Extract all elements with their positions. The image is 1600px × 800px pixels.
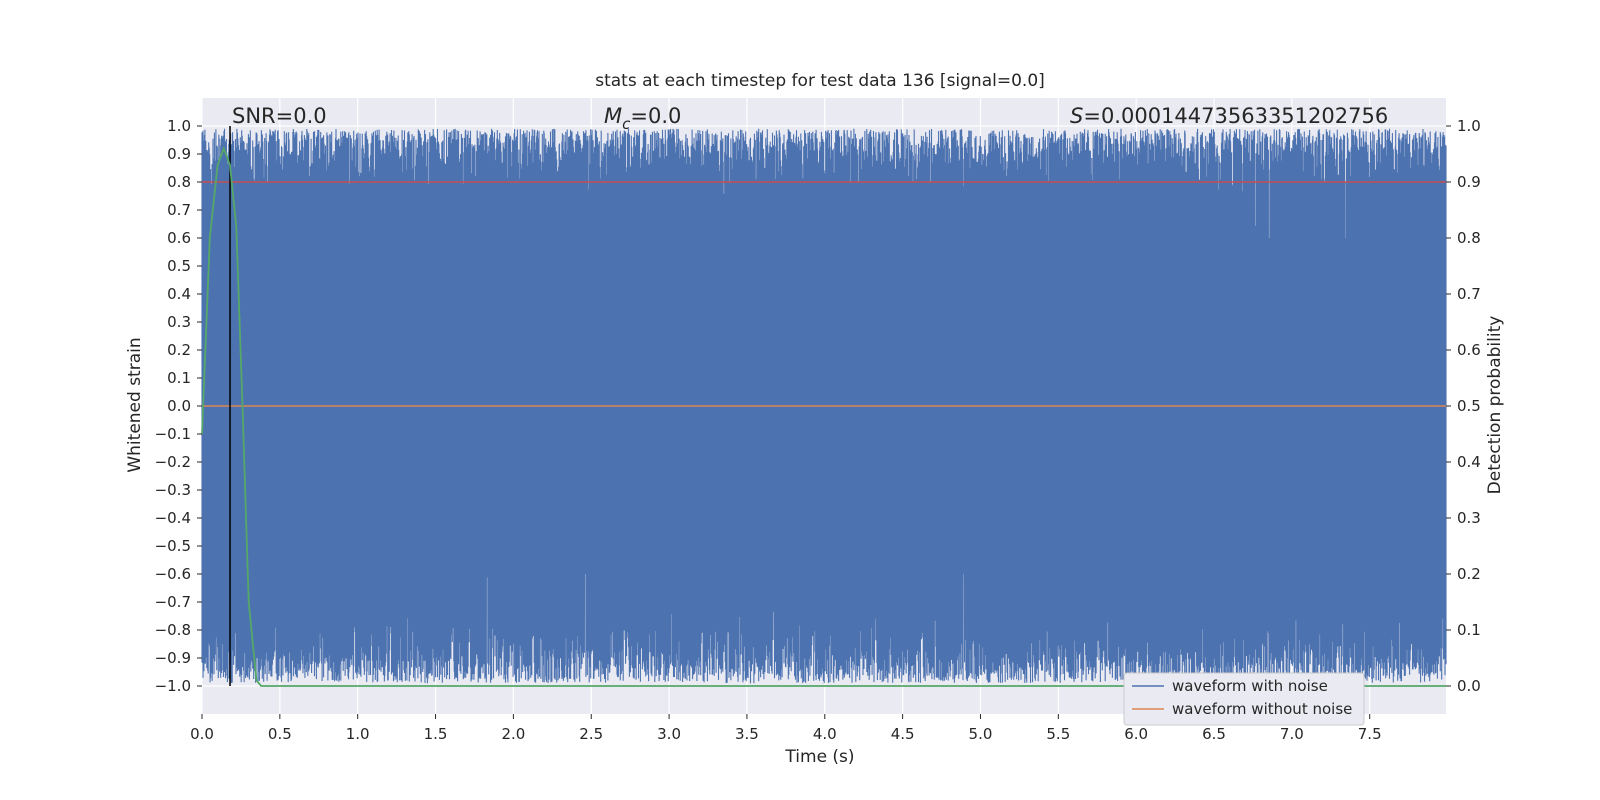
y2-tick-label: 1.0 [1457, 117, 1481, 135]
x-tick-label: 7.0 [1280, 725, 1304, 743]
y-tick-label: −1.0 [155, 677, 191, 695]
x-tick-label: 7.5 [1358, 725, 1382, 743]
legend: waveform with noise waveform without noi… [1123, 672, 1365, 726]
y-tick-label: 0.3 [167, 313, 191, 331]
y-tick-label: 0.0 [167, 397, 191, 415]
chart-title: stats at each timestep for test data 136… [595, 71, 1045, 91]
y-tick-label: 1.0 [167, 117, 191, 135]
x-tick-label: 1.0 [346, 725, 370, 743]
x-tick-label: 4.0 [813, 725, 837, 743]
x-tick-label: 6.5 [1202, 725, 1226, 743]
y2-tick-label: 0.5 [1457, 397, 1481, 415]
y-tick-label: 0.8 [167, 173, 191, 191]
y-tick-label: −0.7 [155, 593, 191, 611]
y-tick-label: 0.7 [167, 201, 191, 219]
mc-subscript: c [622, 115, 631, 133]
x-tick-label: 2.0 [501, 725, 525, 743]
legend-box [1123, 672, 1365, 726]
y2-tick-label: 0.6 [1457, 341, 1481, 359]
y-tick-label: 0.2 [167, 341, 191, 359]
y-tick-label: 0.5 [167, 257, 191, 275]
x-tick-label: 5.0 [969, 725, 993, 743]
y2-tick-label: 0.7 [1457, 285, 1481, 303]
x-tick-label: 4.5 [891, 725, 915, 743]
legend-label-noise: waveform with noise [1172, 677, 1328, 695]
x-tick-label: 5.5 [1046, 725, 1070, 743]
legend-label-clean: waveform without noise [1172, 700, 1352, 718]
s-value: =0.00014473563351202756 [1083, 104, 1388, 128]
mc-annotation: Mc=0.0 [604, 104, 681, 133]
y-tick-label: −0.2 [155, 453, 191, 471]
y-tick-label: −0.1 [155, 425, 191, 443]
y2-tick-label: 0.0 [1457, 677, 1481, 695]
y-tick-label: −0.3 [155, 481, 191, 499]
x-tick-label: 0.5 [268, 725, 292, 743]
s-symbol: S [1070, 104, 1083, 128]
y-tick-label: −0.8 [155, 621, 191, 639]
y2-tick-label: 0.2 [1457, 565, 1481, 583]
x-tick-label: 3.5 [735, 725, 759, 743]
snr-annotation: SNR=0.0 [232, 104, 327, 128]
mc-symbol: M [604, 104, 622, 128]
y2-axis-label: Detection probability [1485, 316, 1505, 495]
y2-tick-label: 0.8 [1457, 229, 1481, 247]
detection-probability-line [201, 145, 1446, 687]
x-tick-label: 6.0 [1124, 725, 1148, 743]
y-tick-label: 0.6 [167, 229, 191, 247]
x-tick-label: 1.5 [424, 725, 448, 743]
mc-value: =0.0 [630, 104, 681, 128]
x-tick-label: 3.0 [657, 725, 681, 743]
y-tick-label: −0.4 [155, 509, 191, 527]
y-tick-label: −0.5 [155, 537, 191, 555]
y-tick-label: 0.4 [167, 285, 191, 303]
s-annotation: S=0.00014473563351202756 [1070, 104, 1388, 128]
y-tick-label: 0.9 [167, 145, 191, 163]
series-waveform-with-noise [201, 128, 1447, 684]
y2-tick-label: 0.1 [1457, 621, 1481, 639]
y-tick-label: −0.9 [155, 649, 191, 667]
y-axis-label: Whitened strain [125, 337, 145, 472]
y2-tick-label: 0.3 [1457, 509, 1481, 527]
y2-tick-label: 0.9 [1457, 173, 1481, 191]
y-tick-label: 0.1 [167, 369, 191, 387]
x-axis-label: Time (s) [784, 747, 854, 767]
y2-tick-label: 0.4 [1457, 453, 1481, 471]
x-tick-label: 0.0 [190, 725, 214, 743]
x-tick-label: 2.5 [579, 725, 603, 743]
y-tick-label: −0.6 [155, 565, 191, 583]
